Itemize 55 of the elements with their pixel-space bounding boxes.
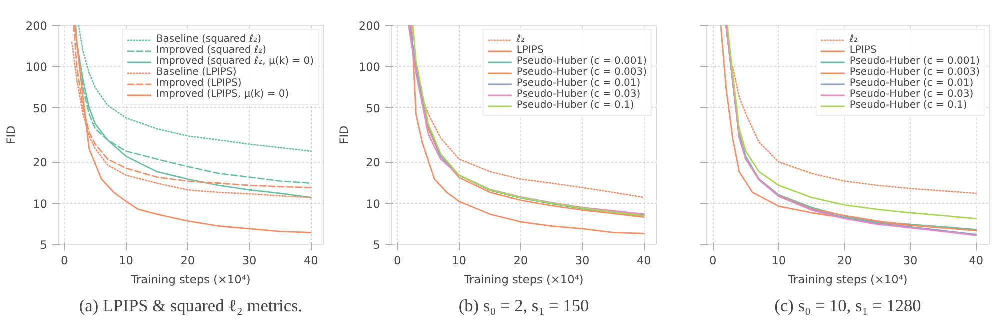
- y-tick-label: 10: [33, 196, 48, 211]
- text: (c) s₀ = 10, s₁ = 1280: [774, 296, 922, 316]
- x-tick-label: 30: [242, 254, 257, 268]
- y-tick-label: 10: [366, 196, 381, 211]
- x-tick-label: 20: [514, 254, 528, 268]
- legend-label: Baseline (squared ℓ₂): [156, 34, 262, 45]
- text: (a) LPIPS & squared ℓ₂ metrics.: [79, 296, 303, 316]
- legend-label: Pseudo-Huber (c = 0.003): [516, 67, 647, 78]
- y-axis-title: FID: [4, 125, 18, 144]
- x-tick-label: 20: [838, 254, 852, 268]
- x-tick-label: 30: [903, 254, 918, 268]
- legend-label: Pseudo-Huber (c = 0.03): [516, 89, 641, 100]
- y-tick-label: 50: [33, 101, 48, 116]
- x-tick-label: 20: [180, 254, 196, 268]
- legend-label: Pseudo-Huber (c = 0.1): [516, 100, 634, 111]
- x-tick-label: 10: [772, 254, 786, 268]
- legend-label: LPIPS: [516, 45, 544, 56]
- x-tick-label: 30: [575, 254, 590, 268]
- legend-label: LPIPS: [850, 45, 877, 56]
- y-tick-label: 200: [358, 19, 381, 33]
- y-tick-label: 100: [26, 60, 48, 74]
- legend-label: Improved (LPIPS): [156, 78, 242, 89]
- x-tick-label: 10: [452, 254, 467, 268]
- y-tick-label: 5: [40, 238, 48, 252]
- legend-label: Pseudo-Huber (c = 0.001): [850, 56, 980, 67]
- legend-label: Baseline (LPIPS): [156, 67, 237, 78]
- legend-label: Pseudo-Huber (c = 0.003): [850, 67, 980, 78]
- y-axis-title: FID: [336, 125, 351, 144]
- legend-label: Improved (squared ℓ₂, μ(k) = 0): [156, 56, 314, 67]
- x-tick-label: 0: [394, 254, 402, 268]
- text: (b) s₀ = 2, s₁ = 150: [458, 296, 590, 316]
- y-tick-label: 200: [26, 19, 48, 33]
- legend-label: Improved (LPIPS, μ(k) = 0): [156, 89, 290, 100]
- y-tick-label: 5: [373, 238, 381, 252]
- legend-label: Pseudo-Huber (c = 0.03): [850, 89, 974, 100]
- x-axis-title: Training steps (×10⁴): [787, 272, 908, 286]
- x-tick-label: 0: [61, 254, 68, 268]
- legend-label: ℓ₂: [850, 34, 859, 45]
- x-tick-label: 10: [119, 254, 134, 268]
- legend-label: Pseudo-Huber (c = 0.001): [516, 56, 647, 67]
- legend-label: Pseudo-Huber (c = 0.1): [850, 100, 968, 111]
- x-tick-label: 0: [709, 254, 717, 268]
- x-axis-title: Training steps (×10⁴): [463, 272, 584, 286]
- legend-label: Pseudo-Huber (c = 0.01): [850, 78, 974, 89]
- y-tick-label: 50: [366, 101, 381, 116]
- legend-label: Improved (squared ℓ₂): [156, 45, 267, 56]
- y-tick-label: 100: [358, 60, 381, 74]
- x-axis-title: Training steps (×10⁴): [130, 272, 251, 286]
- legend-label: Pseudo-Huber (c = 0.01): [516, 78, 641, 89]
- x-tick-label: 40: [969, 254, 984, 268]
- y-tick-label: 20: [366, 156, 381, 170]
- legend-label: ℓ₂: [516, 34, 526, 45]
- x-tick-label: 40: [304, 254, 318, 268]
- y-tick-label: 20: [33, 156, 48, 170]
- x-tick-label: 40: [636, 254, 652, 268]
